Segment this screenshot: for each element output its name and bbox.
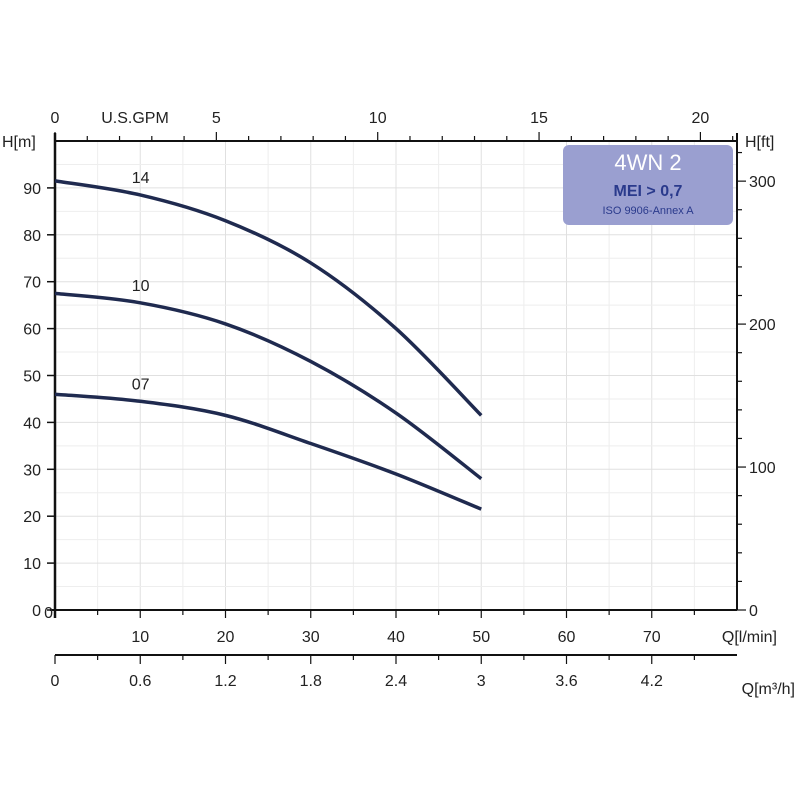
badge-mei: MEI > 0,7 — [614, 183, 683, 200]
x-top-tick-label: 10 — [369, 110, 387, 127]
x-tick-label: 30 — [302, 629, 320, 646]
x-tick-label: 10 — [131, 629, 149, 646]
y-tick-label: 30 — [23, 462, 41, 479]
x2-tick-label: 3 — [477, 673, 486, 690]
x2-tick-label: 0.6 — [129, 673, 151, 690]
y-tick-label: 90 — [23, 181, 41, 198]
x-tick-label: 20 — [217, 629, 235, 646]
x-top-tick-label: 0 — [51, 110, 60, 127]
y-tick-label: 50 — [23, 369, 41, 386]
x-zero-label: 0 — [44, 605, 53, 622]
x-tick-label: 70 — [643, 629, 661, 646]
curves — [54, 179, 483, 511]
y-right-tick-label: 0 — [749, 603, 758, 620]
y-tick-label: 70 — [23, 275, 41, 292]
x2-tick-label: 2.4 — [385, 673, 407, 690]
y-tick-label: 60 — [23, 322, 41, 339]
badge-title: 4WN 2 — [614, 150, 681, 175]
curve-label-14: 14 — [132, 170, 150, 187]
y-tick-label: 20 — [23, 509, 41, 526]
x-top-tick-label: 5 — [212, 110, 221, 127]
curve-label-10: 10 — [132, 278, 150, 295]
badge-iso: ISO 9906-Annex A — [602, 205, 694, 217]
y-axis-label: H[m] — [2, 134, 36, 151]
x-axis-label: Q[l/min] — [722, 629, 777, 646]
x2-tick-label: 1.2 — [214, 673, 236, 690]
x2-tick-label: 0 — [51, 673, 60, 690]
x-top-tick-label: 20 — [692, 110, 710, 127]
x-tick-label: 50 — [472, 629, 490, 646]
badge-background — [563, 145, 733, 225]
y-right-axis-label: H[ft] — [745, 134, 774, 151]
x-tick-label: 60 — [558, 629, 576, 646]
y-right-tick-label: 100 — [749, 460, 776, 477]
y-tick-label: 10 — [23, 556, 41, 573]
x-top-tick-label: 15 — [530, 110, 548, 127]
curve-07 — [54, 392, 482, 511]
x-top-axis-label: U.S.GPM — [101, 110, 169, 127]
x2-axis-label: Q[m³/h] — [742, 681, 795, 698]
y-right-tick-label: 300 — [749, 174, 776, 191]
x2-tick-label: 4.2 — [641, 673, 663, 690]
x-tick-label: 40 — [387, 629, 405, 646]
model-badge: 4WN 2 MEI > 0,7 ISO 9906-Annex A — [563, 145, 733, 225]
x2-tick-label: 1.8 — [300, 673, 322, 690]
y-tick-label: 40 — [23, 415, 41, 432]
x2-tick-label: 3.6 — [555, 673, 577, 690]
y-right-tick-label: 200 — [749, 317, 776, 334]
y-tick-label: 80 — [23, 228, 41, 245]
curve-14 — [54, 179, 483, 417]
labels: 0102030405060708090H[m]0100200300H[ft]10… — [2, 110, 795, 698]
axes — [47, 132, 746, 664]
curve-label-07: 07 — [132, 376, 150, 393]
y-tick-label: 0 — [32, 603, 41, 620]
curve-10 — [54, 291, 483, 481]
